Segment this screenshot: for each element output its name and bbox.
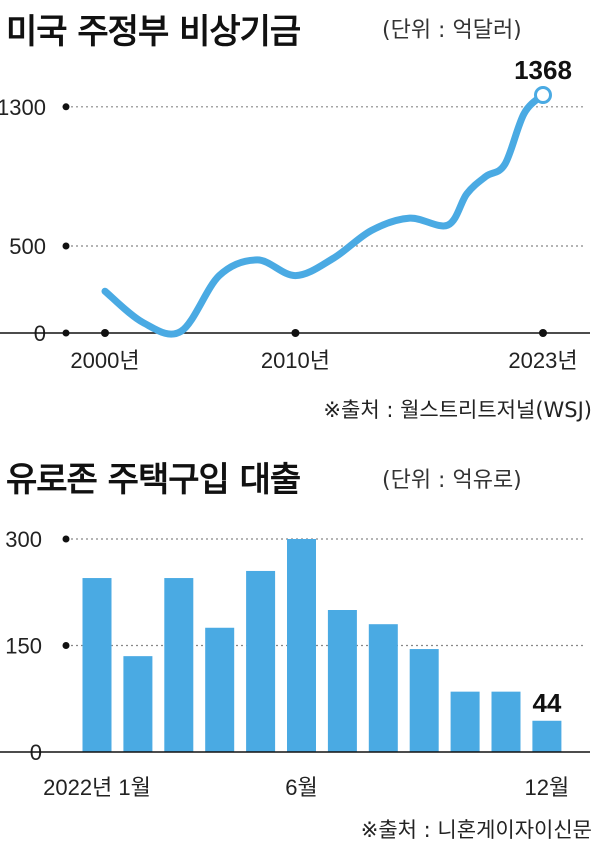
y-tick-label: 150 — [5, 634, 42, 659]
bar — [327, 610, 357, 752]
x-tick-dot — [539, 329, 547, 337]
y-tick-label: 500 — [9, 234, 46, 259]
chart2-unit: (단위 : 억유로) — [382, 468, 522, 493]
bar — [123, 656, 153, 752]
bar — [532, 720, 562, 752]
chart1-title: 미국 주정부 비상기금 — [6, 12, 301, 52]
y-tick-dot — [62, 242, 70, 250]
bar — [409, 649, 439, 752]
bar — [287, 539, 316, 752]
endpoint-marker — [534, 85, 552, 104]
bar — [491, 691, 521, 752]
x-tick-label: 2010년 — [261, 348, 330, 373]
bar — [368, 624, 398, 752]
bar — [82, 578, 112, 752]
chart2-title: 유로존 주택구입 대출 — [6, 460, 301, 500]
chart1-unit: (단위 : 억달러) — [382, 18, 522, 43]
x-tick-label: 2023년 — [508, 348, 577, 373]
x-tick-label: 6월 — [285, 775, 317, 800]
x-tick-dot — [291, 329, 300, 337]
series-line — [101, 91, 547, 338]
x-tick-label: 12월 — [525, 775, 570, 800]
endpoint-label: 1368 — [514, 55, 572, 85]
bar — [205, 627, 235, 752]
bar — [246, 570, 276, 752]
bar — [164, 578, 194, 752]
y-tick-dot — [62, 642, 70, 649]
x-tick-label: 2000년 — [70, 348, 139, 373]
y-tick-label: 1300 — [0, 95, 46, 120]
y-tick-dot — [62, 103, 70, 111]
bar — [450, 691, 480, 752]
chart1-source: ※출처 : 월스트리트저널(WSJ) — [323, 398, 592, 422]
x-tick-dot — [101, 329, 109, 337]
y-tick-dot — [62, 535, 70, 543]
x-tick-label: 2022년 1월 — [43, 775, 151, 800]
chart2-source: ※출처 : 니혼게이자이신문 — [360, 818, 592, 842]
last-bar-label: 44 — [532, 688, 561, 718]
y-tick-label: 300 — [5, 527, 42, 552]
